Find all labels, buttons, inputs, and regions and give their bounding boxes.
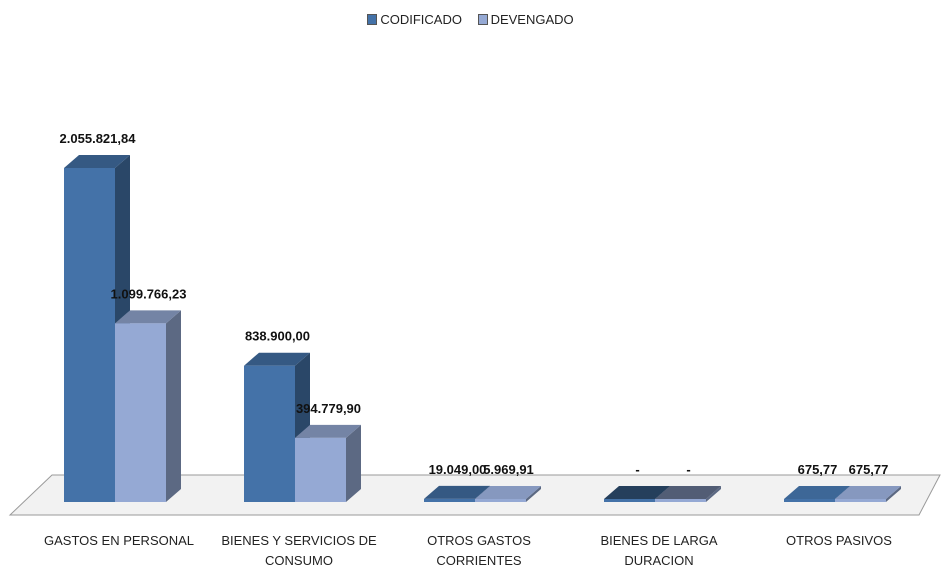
bar-devengado-0 [115,323,166,502]
bar-side-devengado-4 [886,486,901,502]
bar-devengado-2 [475,499,526,502]
bar-devengado-1 [295,437,346,502]
bar-top-codificado-1 [244,352,310,366]
legend-label-devengado: DEVENGADO [490,12,574,27]
category-label-1-1: CONSUMO [265,553,333,567]
bar-side-devengado-0 [166,310,181,502]
category-label-4-0: OTROS PASIVOS [786,533,892,548]
bar-side-devengado-1 [346,424,361,502]
bar-devengado-3 [655,499,706,502]
bar-codificado-2 [424,498,475,502]
data-label-devengado-2: 5.969,91 [483,462,534,477]
data-label-devengado-3: - [686,462,690,477]
bar-top-devengado-2 [475,486,541,499]
legend-swatch-codificado [367,14,378,25]
category-label-3-0: BIENES DE LARGA [600,533,717,548]
bar-top-devengado-0 [115,310,181,324]
bar-top-codificado-3 [604,486,670,499]
legend: CODIFICADO DEVENGADO [0,12,941,27]
bar-codificado-1 [244,365,295,502]
bar-top-devengado-1 [295,424,361,438]
category-label-3-1: DURACION [624,553,693,567]
category-label-2-0: OTROS GASTOS [427,533,531,548]
data-label-devengado-1: 394.779,90 [296,401,361,416]
legend-swatch-devengado [477,14,488,25]
bar-side-devengado-3 [706,486,721,502]
bar-devengado-4 [835,499,886,502]
data-label-codificado-1: 838.900,00 [245,329,310,344]
data-label-devengado-0: 1.099.766,23 [111,286,187,301]
bar-codificado-3 [604,499,655,502]
legend-item-codificado: CODIFICADO [367,12,462,27]
bar-top-devengado-3 [655,486,721,499]
data-label-codificado-2: 19.049,00 [429,462,487,477]
data-label-codificado-3: - [635,462,639,477]
data-label-codificado-4: 675,77 [798,462,838,477]
category-label-1-0: BIENES Y SERVICIOS DE [221,533,377,548]
bar-side-devengado-2 [526,486,541,502]
bar-top-codificado-0 [64,155,130,168]
category-label-0-0: GASTOS EN PERSONAL [44,533,194,548]
legend-label-codificado: CODIFICADO [380,12,462,27]
bar-codificado-4 [784,499,835,502]
data-label-devengado-4: 675,77 [849,462,889,477]
bar-top-codificado-4 [784,486,850,499]
category-label-2-1: CORRIENTES [436,553,522,567]
bar-top-codificado-2 [424,485,490,499]
bar-top-devengado-4 [835,486,901,499]
bar-codificado-0 [64,168,115,502]
data-label-codificado-0: 2.055.821,84 [60,131,137,146]
legend-item-devengado: DEVENGADO [477,12,574,27]
